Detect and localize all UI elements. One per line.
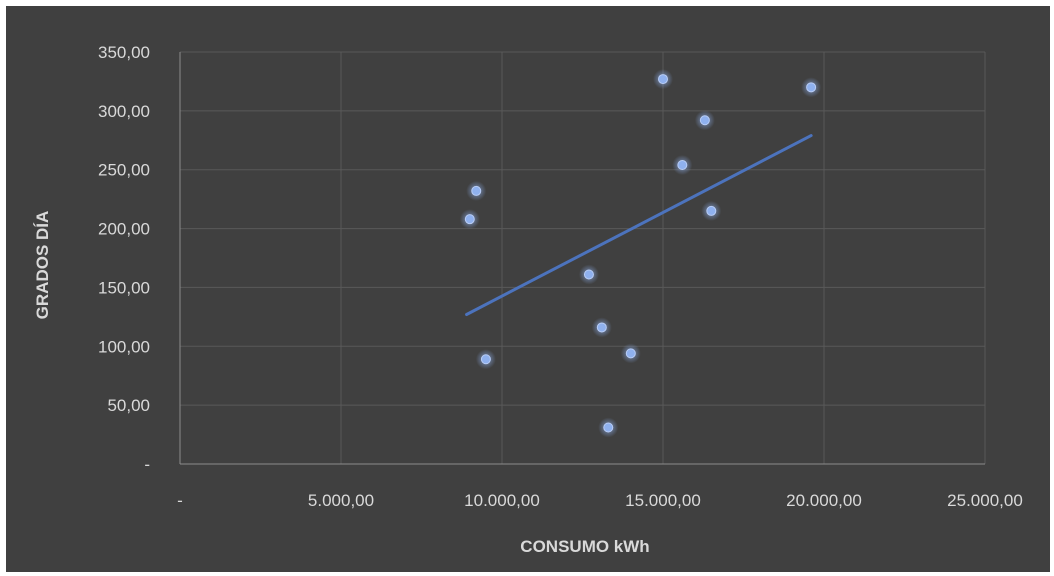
data-point (578, 264, 599, 285)
data-point (459, 209, 480, 230)
data-point (672, 155, 693, 176)
data-point-marker (480, 354, 491, 365)
data-point-marker (658, 74, 668, 85)
data-point-marker (583, 269, 594, 280)
data-point (801, 77, 822, 98)
y-tick-label: 300,00 (98, 102, 150, 121)
grid (180, 51, 986, 464)
data-point (466, 180, 487, 201)
data-point-marker (806, 82, 817, 93)
x-tick-label: 10.000,00 (464, 491, 540, 510)
data-point-marker (471, 185, 482, 196)
x-axis-title: CONSUMO kWh (520, 537, 649, 556)
trendline-layer (465, 134, 813, 317)
y-tick-label: 250,00 (98, 161, 150, 180)
trendline (465, 134, 813, 317)
data-point (598, 417, 619, 438)
x-tick-label: 15.000,00 (625, 491, 701, 510)
data-point (701, 200, 722, 221)
scatter-chart: - 50,00 100,00 150,00 200,00 250,00 300,00 350,… (6, 6, 1050, 572)
data-point (591, 317, 612, 338)
x-tick-label: 25.000,00 (947, 491, 1023, 510)
data-point-marker (464, 214, 475, 225)
x-tick-label: 20.000,00 (786, 491, 862, 510)
y-axis-title: GRADOS DÍA (33, 211, 52, 320)
y-tick-label: 200,00 (98, 220, 150, 239)
data-points (459, 69, 822, 438)
data-point (620, 343, 641, 364)
y-tick-label: - (144, 455, 150, 474)
data-point (475, 349, 496, 370)
tick-labels: - 50,00 100,00 150,00 200,00 250,00 300,00 350,… (98, 43, 1023, 510)
chart-canvas: - 50,00 100,00 150,00 200,00 250,00 300,00 350,… (33, 43, 1023, 556)
data-point (694, 110, 715, 131)
data-point-marker (706, 205, 717, 216)
data-point-marker (699, 115, 710, 126)
x-tick-label: 5.000,00 (308, 491, 374, 510)
axes (179, 52, 985, 465)
y-tick-label: 100,00 (98, 337, 150, 356)
data-point (653, 69, 673, 90)
data-point-marker (603, 422, 614, 433)
data-point-marker (677, 160, 688, 171)
x-tick-label: - (177, 491, 183, 510)
y-tick-label: 350,00 (98, 43, 150, 62)
data-point-marker (625, 348, 636, 359)
y-tick-label: 150,00 (98, 278, 150, 297)
y-tick-label: 50,00 (107, 396, 150, 415)
data-point-marker (596, 322, 607, 333)
